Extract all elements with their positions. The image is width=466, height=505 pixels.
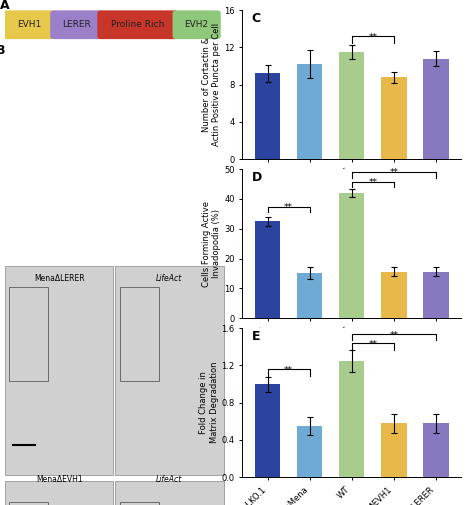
Text: EVH2: EVH2	[185, 20, 209, 29]
Bar	[255, 221, 280, 318]
Text: Proline Rich: Proline Rich	[111, 20, 164, 29]
Text: **: **	[284, 366, 293, 375]
Y-axis label: Cells Forming Active
Invadopodia (%): Cells Forming Active Invadopodia (%)	[202, 200, 221, 287]
Text: LERER: LERER	[62, 20, 91, 29]
FancyBboxPatch shape	[97, 11, 178, 39]
Text: D: D	[252, 171, 262, 184]
Text: A: A	[0, 0, 10, 12]
Text: **: **	[390, 331, 398, 340]
Text: MenaΔEVH1: MenaΔEVH1	[36, 475, 83, 484]
Text: **: **	[284, 203, 293, 212]
Bar	[297, 64, 322, 159]
Bar	[424, 423, 449, 477]
Bar	[424, 272, 449, 318]
Bar	[381, 77, 406, 159]
Bar	[255, 384, 280, 477]
Bar	[255, 73, 280, 159]
Bar	[381, 272, 406, 318]
Text: **: **	[390, 168, 398, 177]
Y-axis label: Number of Cortactin &
Actin Positive Puncta per Cell: Number of Cortactin & Actin Positive Pun…	[202, 23, 221, 146]
FancyBboxPatch shape	[172, 11, 221, 39]
Bar	[297, 426, 322, 477]
Text: **: **	[369, 33, 377, 42]
Bar	[297, 274, 322, 318]
Text: B: B	[0, 44, 6, 57]
Bar	[381, 423, 406, 477]
Bar	[424, 59, 449, 159]
Text: E: E	[252, 330, 260, 343]
Bar	[339, 52, 364, 159]
Text: **: **	[369, 178, 377, 186]
Text: LifeAct: LifeAct	[156, 475, 182, 484]
FancyBboxPatch shape	[3, 11, 56, 39]
Text: EVH1: EVH1	[18, 20, 42, 29]
Y-axis label: Fold Change in
Matrix Degradation: Fold Change in Matrix Degradation	[199, 362, 219, 443]
Text: LifeAct: LifeAct	[156, 274, 182, 283]
Text: **: **	[369, 340, 377, 349]
Text: MenaΔLERER: MenaΔLERER	[34, 274, 85, 283]
Text: C: C	[252, 12, 260, 25]
Bar	[339, 361, 364, 477]
FancyBboxPatch shape	[50, 11, 103, 39]
Bar	[339, 193, 364, 318]
